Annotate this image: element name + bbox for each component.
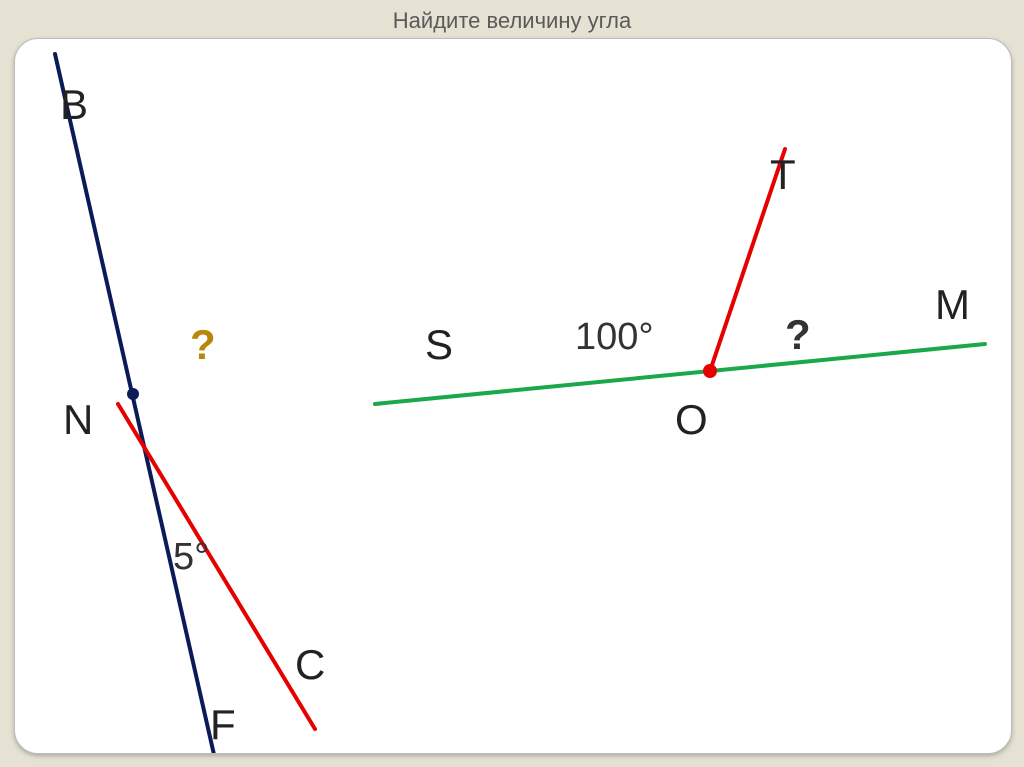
label-n: N [63, 396, 93, 443]
label-m: M [935, 281, 970, 328]
diagram-card: B N F C S T M O 5° 100° ? ? [14, 38, 1012, 754]
line-sm [375, 344, 985, 404]
label-t: T [770, 151, 796, 198]
angle-100deg: 100° [575, 316, 654, 358]
angle-5deg: 5° [173, 536, 209, 578]
geometry-diagram: B N F C S T M O 5° 100° ? ? [15, 39, 1011, 753]
point-o [703, 364, 717, 378]
question-mark-left: ? [190, 321, 216, 368]
label-o: O [675, 396, 708, 443]
label-f: F [210, 701, 236, 748]
label-b: B [60, 81, 88, 128]
line-nc [118, 404, 315, 729]
page-title: Найдите величину угла [0, 8, 1024, 34]
label-s: S [425, 321, 453, 368]
question-mark-right: ? [785, 311, 811, 358]
point-n [127, 388, 139, 400]
label-c: C [295, 641, 325, 688]
